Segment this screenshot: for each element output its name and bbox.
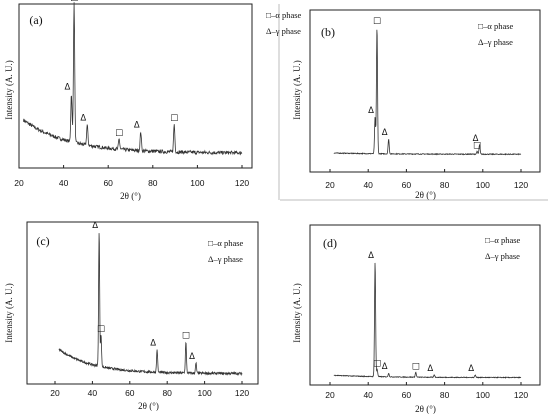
panel-a: 20 40 60 80 100 120 2θ (°) Intensity (A. U.) (a)…: [4, 0, 302, 201]
y-axis-label: Intensity (A. U.): [292, 60, 302, 120]
x-tick-label: 60: [402, 390, 412, 400]
gamma-phase-marker: Δ: [92, 221, 98, 231]
panel-d: 20 40 60 80 100 120 2θ (°) Intensity (A. U.) (d)…: [292, 224, 541, 414]
x-tick-label: 20: [325, 180, 335, 190]
x-tick-label: 120: [235, 178, 249, 188]
legend-gamma-phase: Δ–γ phase: [485, 251, 520, 261]
gamma-phase-marker: Δ: [368, 251, 374, 261]
gamma-phase-marker: Δ: [64, 83, 70, 93]
x-tick-label: 40: [363, 180, 373, 190]
alpha-phase-marker: □: [473, 140, 481, 150]
legend-gamma-phase: Δ–γ phase: [208, 254, 243, 264]
x-tick-label: 80: [440, 180, 450, 190]
legend-gamma-phase: Δ–γ phase: [266, 26, 301, 36]
x-tick-label: 40: [88, 388, 98, 398]
gamma-phase-marker: Δ: [134, 121, 140, 131]
gamma-phase-marker: Δ: [382, 128, 388, 138]
alpha-phase-marker: □: [115, 128, 123, 138]
gamma-phase-marker: Δ: [150, 338, 156, 348]
alpha-phase-marker: □: [412, 361, 420, 371]
y-axis-label: Intensity (A. U.): [4, 60, 14, 120]
plot-frame: [18, 3, 253, 169]
x-tick-label: 100: [476, 180, 490, 190]
plot-frame: [309, 9, 541, 173]
y-axis-label: Intensity (A. U.): [4, 283, 14, 343]
x-tick-label: 20: [325, 390, 335, 400]
alpha-phase-marker: □: [97, 324, 105, 334]
panel-c: 20 40 60 80 100 120 2θ (°) Intensity (A. U.) (c)…: [4, 221, 259, 411]
gamma-phase-marker: Δ: [189, 352, 195, 362]
panel-letter: (b): [321, 25, 335, 39]
x-axis-label: 2θ (°): [415, 190, 436, 200]
diffraction-trace: [23, 2, 243, 156]
x-tick-label: 100: [190, 178, 204, 188]
gamma-phase-marker: Δ: [427, 364, 433, 374]
panel-letter: (c): [36, 234, 49, 248]
gamma-phase-marker: Δ: [468, 364, 474, 374]
legend: □–α phase Δ–γ phase: [485, 235, 521, 261]
x-tick-label: 40: [59, 178, 69, 188]
panel-b: 20 40 60 80 100 120 2θ (°) Intensity (A. U.) (b)…: [292, 9, 541, 200]
x-tick-label: 100: [476, 390, 490, 400]
gamma-phase-marker: Δ: [368, 106, 374, 116]
alpha-phase-marker: □: [182, 331, 190, 341]
diffraction-trace: [333, 29, 522, 156]
plot-frame: [26, 221, 259, 385]
legend-alpha-phase: □–α phase: [485, 235, 521, 245]
legend-gamma-phase: Δ–γ phase: [478, 37, 513, 47]
x-axis-label: 2θ (°): [415, 404, 436, 414]
y-axis-label: Intensity (A. U.): [292, 283, 302, 343]
x-tick-label: 40: [363, 390, 373, 400]
panel-letter: (d): [323, 236, 337, 250]
legend: □–α phase Δ–γ phase: [478, 21, 514, 47]
x-tick-label: 80: [148, 178, 158, 188]
alpha-phase-marker: □: [70, 0, 78, 3]
legend: □–α phase Δ–γ phase: [208, 238, 244, 264]
x-axis-label: 2θ (°): [120, 191, 141, 201]
gamma-phase-marker: Δ: [382, 362, 388, 372]
x-axis-label: 2θ (°): [138, 401, 159, 411]
x-tick-label: 80: [440, 390, 450, 400]
gamma-phase-marker: Δ: [80, 114, 86, 124]
x-tick-label: 120: [235, 388, 249, 398]
x-tick-label: 120: [514, 180, 528, 190]
alpha-phase-marker: □: [170, 113, 178, 123]
legend-alpha-phase: □–α phase: [208, 238, 244, 248]
legend: □–α phase Δ–γ phase: [266, 10, 302, 36]
x-tick-label: 20: [14, 178, 24, 188]
x-tick-label: 60: [125, 388, 135, 398]
diffraction-trace: [58, 233, 243, 377]
panel-letter: (a): [29, 13, 42, 27]
x-tick-label: 100: [198, 388, 212, 398]
gamma-phase-marker: Δ: [473, 134, 479, 144]
plot-frame: [309, 224, 541, 386]
diffraction-trace: [333, 262, 522, 379]
legend-alpha-phase: □–α phase: [478, 21, 514, 31]
x-tick-label: 60: [103, 178, 113, 188]
x-tick-label: 120: [514, 390, 528, 400]
x-tick-label: 20: [50, 388, 60, 398]
alpha-phase-marker: □: [373, 16, 381, 26]
x-tick-label: 60: [402, 180, 412, 190]
alpha-phase-marker: □: [373, 358, 381, 368]
legend-alpha-phase: □–α phase: [266, 10, 302, 20]
x-tick-label: 80: [162, 388, 172, 398]
